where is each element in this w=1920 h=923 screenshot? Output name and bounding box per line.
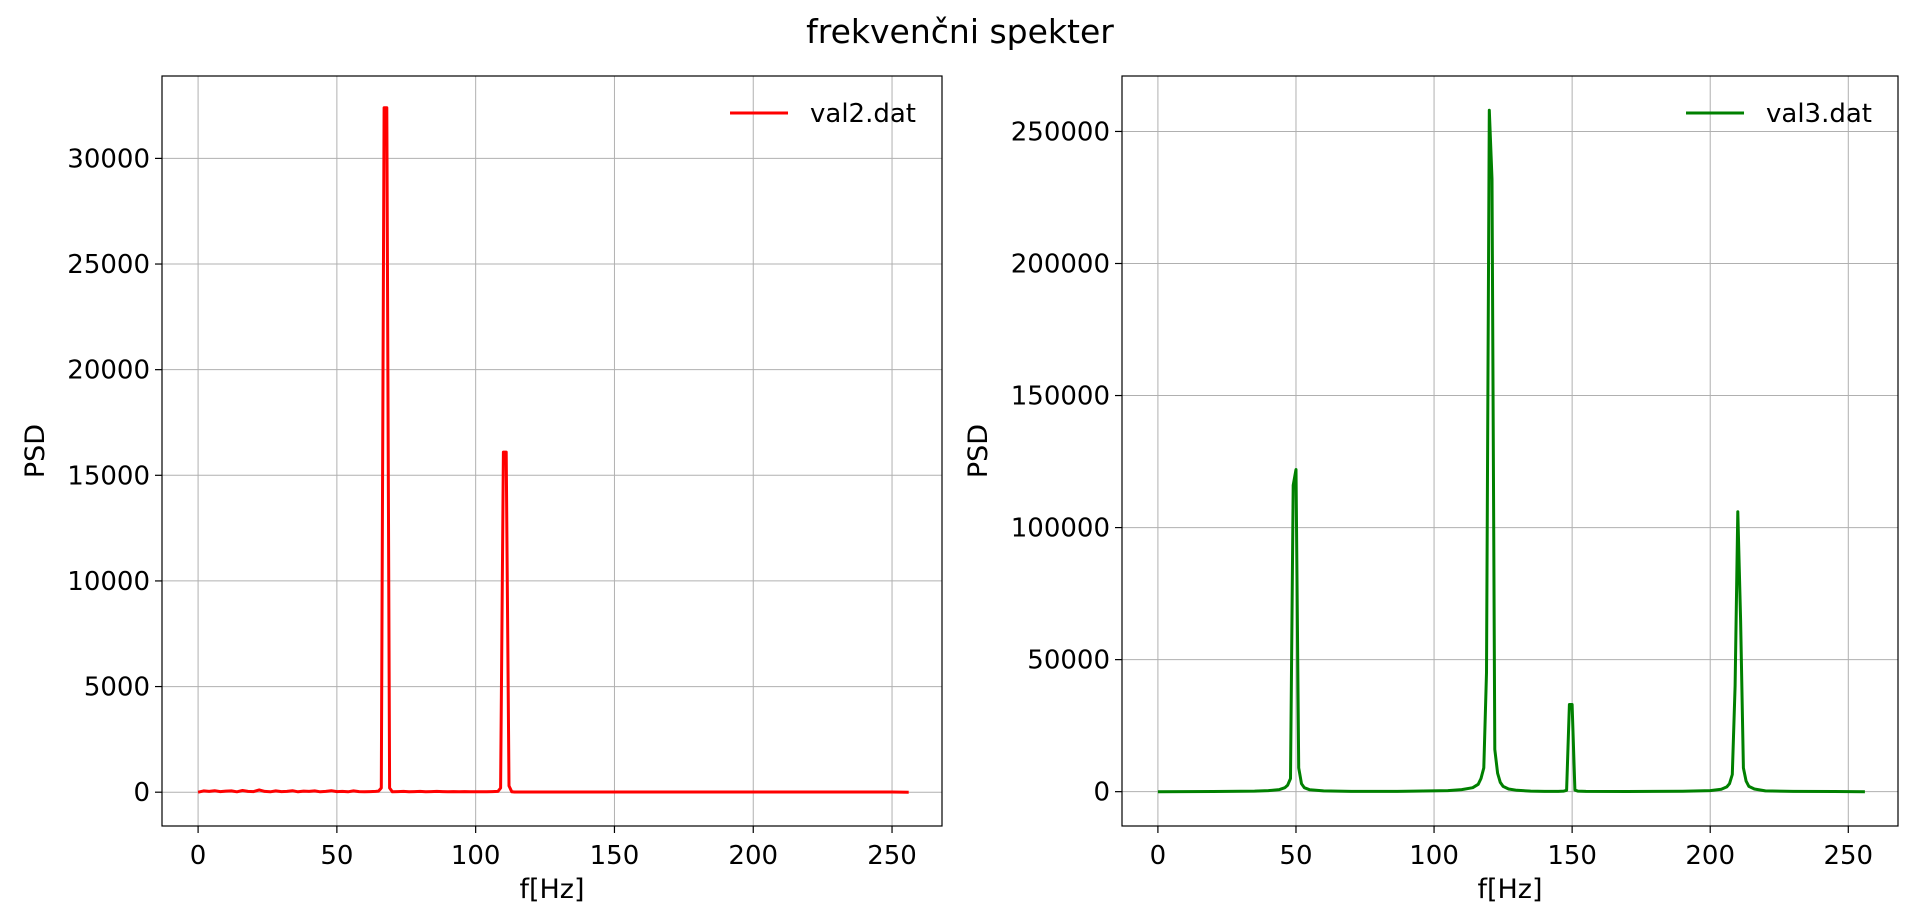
y-tick-label: 15000 [67,461,150,491]
y-tick-label: 250000 [1011,117,1110,147]
x-tick-label: 250 [1823,841,1873,871]
series-line-val3.dat [1157,108,1865,794]
chart-val2: 0 50 100 150 200 250 0 5000 10000 15000 20000 25000… [20,75,943,905]
x-axis-label: f[Hz] [1477,874,1542,905]
y-tick-label: 150000 [1011,382,1110,412]
x-tick-label: 150 [590,841,640,871]
legend-label: val3.dat [1766,99,1872,129]
y-tick-label: 50000 [1027,646,1110,676]
x-tick-label: 100 [451,841,501,871]
y-tick-label: 20000 [67,356,150,386]
y-tick-label: 0 [133,778,150,808]
y-tick-label: 200000 [1011,250,1110,280]
y-axis-label: PSD [20,424,51,478]
x-tick-label: 50 [320,841,353,871]
axes-frame [1121,75,1899,827]
x-tick-label: 100 [1409,841,1459,871]
x-tick-label: 200 [1685,841,1735,871]
y-tick-label: 5000 [84,673,150,703]
axes-frame [161,75,943,827]
x-tick-label: 200 [728,841,778,871]
x-tick-label: 0 [1150,841,1167,871]
figure-title: frekvenčni spekter [806,12,1114,51]
legend-label: val2.dat [810,99,916,129]
y-axis-label: PSD [963,424,994,478]
y-tick-label: 25000 [67,250,150,280]
x-axis-label: f[Hz] [519,874,584,905]
y-tick-label: 30000 [67,144,150,174]
x-tick-label: 0 [190,841,207,871]
y-tick-label: 100000 [1011,514,1110,544]
y-tick-label: 0 [1093,778,1110,808]
x-tick-label: 250 [867,841,917,871]
x-tick-label: 150 [1547,841,1597,871]
x-tick-label: 50 [1279,841,1312,871]
y-tick-label: 10000 [67,567,150,597]
series-line-val2.dat [197,106,909,794]
chart-val3: 0 50 100 150 200 250 0 50000 100000 150000 200000 2… [963,75,1899,905]
